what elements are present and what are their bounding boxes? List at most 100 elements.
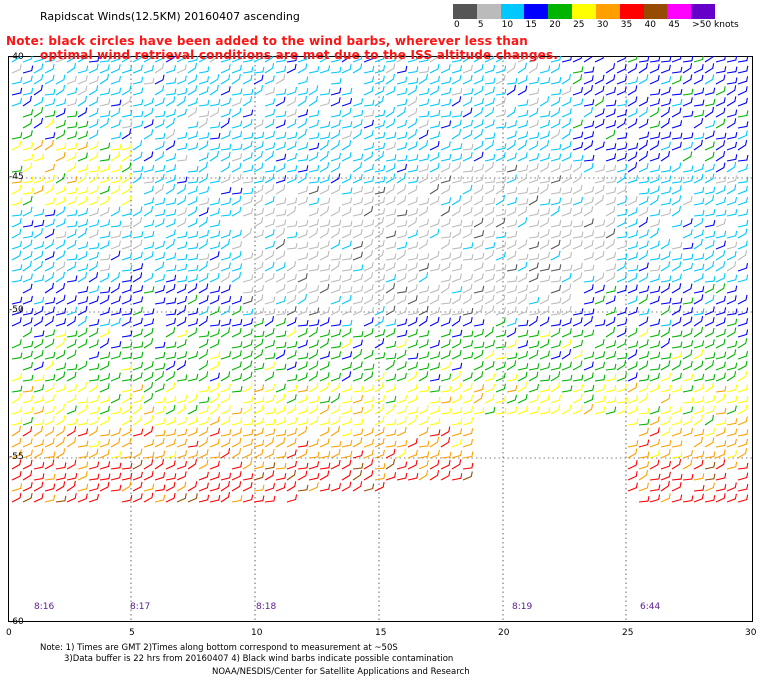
wind-barb <box>682 253 694 261</box>
wind-barb <box>77 186 89 195</box>
wind-barb <box>550 143 562 151</box>
wind-barb <box>418 88 430 96</box>
wind-barb <box>121 316 132 327</box>
wind-barb <box>55 261 66 272</box>
wind-barb <box>55 383 67 393</box>
wind-barb <box>231 195 242 206</box>
wind-barb <box>473 349 484 360</box>
wind-barb <box>363 196 374 206</box>
wind-barb <box>616 142 628 151</box>
wind-barb <box>473 230 485 239</box>
wind-barb <box>132 341 144 349</box>
wind-barb <box>649 318 661 327</box>
wind-barb <box>649 107 660 118</box>
wind-barb <box>22 153 34 162</box>
wind-barb <box>473 304 484 316</box>
wind-barb <box>66 253 78 261</box>
wind-barb <box>484 250 495 261</box>
wind-barb <box>66 56 76 63</box>
wind-barb <box>682 373 694 382</box>
wind-barb <box>286 417 298 426</box>
wind-barb <box>253 338 264 349</box>
wind-barb <box>352 481 363 492</box>
wind-barb <box>198 371 209 382</box>
wind-barb <box>44 209 56 217</box>
wind-barb <box>198 360 209 371</box>
wind-barb <box>77 130 89 140</box>
wind-barb <box>209 404 220 415</box>
wind-barb <box>22 395 34 404</box>
wind-barb <box>451 407 463 415</box>
wind-barb <box>297 484 309 492</box>
wind-barb <box>132 403 142 415</box>
wind-barb <box>165 283 176 294</box>
wind-barb <box>649 164 661 173</box>
wind-barb <box>660 480 670 492</box>
wind-barb <box>693 459 704 470</box>
wind-barb-map <box>8 56 753 622</box>
wind-barb <box>253 427 264 437</box>
wind-barb <box>693 340 705 349</box>
wind-barb <box>286 384 298 393</box>
wind-barb <box>616 241 628 250</box>
wind-barb <box>374 65 386 74</box>
wind-barb <box>242 208 254 217</box>
wind-barb <box>319 396 331 404</box>
wind-barb <box>286 317 297 327</box>
wind-barb <box>737 56 749 63</box>
wind-barb <box>110 393 121 404</box>
wind-barb <box>638 139 649 151</box>
wind-barb <box>253 461 265 470</box>
wind-barb <box>517 381 528 393</box>
wind-barb <box>726 318 738 327</box>
wind-barb <box>616 338 627 349</box>
wind-barb <box>187 373 199 382</box>
wind-barb <box>506 352 518 360</box>
wind-barb <box>693 173 704 184</box>
wind-barb <box>132 285 144 294</box>
wind-barb <box>693 383 704 393</box>
wind-barb <box>495 165 507 173</box>
wind-barb <box>660 460 672 470</box>
wind-barb <box>671 451 683 459</box>
wind-barb <box>374 85 385 96</box>
wind-barb <box>242 328 253 338</box>
wind-barb <box>253 162 264 173</box>
wind-barb <box>407 394 418 404</box>
wind-barb <box>121 220 133 228</box>
wind-barb <box>704 261 715 272</box>
wind-barb <box>627 142 639 151</box>
wind-barb <box>440 120 452 129</box>
wind-barb <box>561 96 572 107</box>
wind-barb <box>451 263 463 272</box>
wind-barb <box>297 196 309 206</box>
wind-barb <box>649 416 660 426</box>
wind-barb <box>528 88 540 96</box>
wind-barb <box>253 250 264 261</box>
wind-barb <box>176 493 187 503</box>
lon-label-30: 30 <box>745 628 757 638</box>
wind-barb <box>660 56 672 63</box>
wind-barb <box>154 429 166 437</box>
lon-label-10: 10 <box>251 628 263 638</box>
wind-barb <box>682 416 693 426</box>
scale-label: 20 <box>549 20 561 30</box>
wind-barb <box>110 143 122 151</box>
wind-barb <box>143 459 154 470</box>
wind-barb <box>671 75 682 85</box>
wind-barb <box>528 296 540 305</box>
wind-barb <box>319 372 330 382</box>
wind-barb <box>671 351 683 360</box>
wind-barb <box>363 163 375 173</box>
wind-barb <box>264 383 276 393</box>
wind-barb <box>451 428 463 437</box>
wind-barb <box>429 396 441 404</box>
wind-barb <box>242 371 253 382</box>
wind-barb <box>209 451 221 459</box>
wind-barb <box>44 451 56 459</box>
wind-barb <box>297 352 309 360</box>
wind-barb <box>462 119 474 129</box>
wind-barb <box>352 56 363 63</box>
wind-barb <box>77 381 88 393</box>
wind-barb <box>132 395 144 404</box>
